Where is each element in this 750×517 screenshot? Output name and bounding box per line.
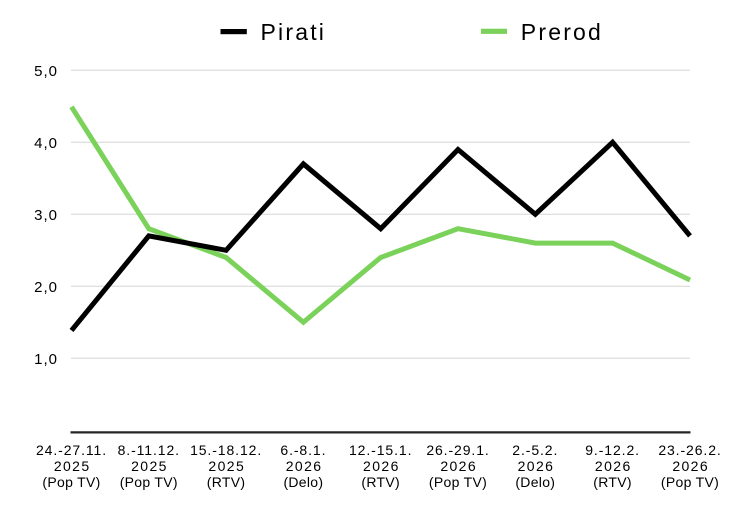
svg-text:(Delo): (Delo) — [515, 474, 555, 490]
svg-text:8.-11.12.: 8.-11.12. — [118, 442, 180, 458]
svg-text:(Pop TV): (Pop TV) — [42, 474, 100, 490]
svg-text:2026: 2026 — [672, 458, 709, 474]
svg-text:26.-29.1.: 26.-29.1. — [426, 442, 489, 458]
svg-text:(Pop TV): (Pop TV) — [661, 474, 719, 490]
svg-text:2026: 2026 — [440, 458, 477, 474]
svg-text:9.-12.2.: 9.-12.2. — [585, 442, 640, 458]
svg-text:2025: 2025 — [54, 458, 91, 474]
svg-text:(Delo): (Delo) — [283, 474, 323, 490]
svg-text:15.-18.12.: 15.-18.12. — [190, 442, 262, 458]
svg-text:12.-15.1.: 12.-15.1. — [349, 442, 412, 458]
svg-text:2026: 2026 — [595, 458, 632, 474]
svg-text:23.-26.2.: 23.-26.2. — [658, 442, 721, 458]
svg-text:(Pop TV): (Pop TV) — [120, 474, 178, 490]
svg-text:3,0: 3,0 — [34, 207, 58, 224]
svg-text:24.-27.11.: 24.-27.11. — [36, 442, 107, 458]
svg-text:6.-8.1.: 6.-8.1. — [280, 442, 326, 458]
svg-text:2025: 2025 — [208, 458, 245, 474]
svg-text:2.-5.2.: 2.-5.2. — [512, 442, 558, 458]
svg-text:5,0: 5,0 — [34, 63, 58, 80]
svg-text:2026: 2026 — [286, 458, 323, 474]
svg-text:4,0: 4,0 — [34, 135, 58, 152]
svg-text:(RTV): (RTV) — [593, 474, 632, 490]
svg-text:2026: 2026 — [363, 458, 400, 474]
svg-text:2026: 2026 — [518, 458, 555, 474]
svg-text:2025: 2025 — [131, 458, 168, 474]
svg-text:Pirati: Pirati — [261, 19, 327, 45]
svg-text:(RTV): (RTV) — [361, 474, 400, 490]
svg-text:Prerod: Prerod — [521, 19, 603, 45]
svg-text:1,0: 1,0 — [34, 351, 58, 368]
svg-text:2,0: 2,0 — [34, 279, 58, 296]
svg-text:(Pop TV): (Pop TV) — [429, 474, 487, 490]
svg-text:(RTV): (RTV) — [207, 474, 246, 490]
